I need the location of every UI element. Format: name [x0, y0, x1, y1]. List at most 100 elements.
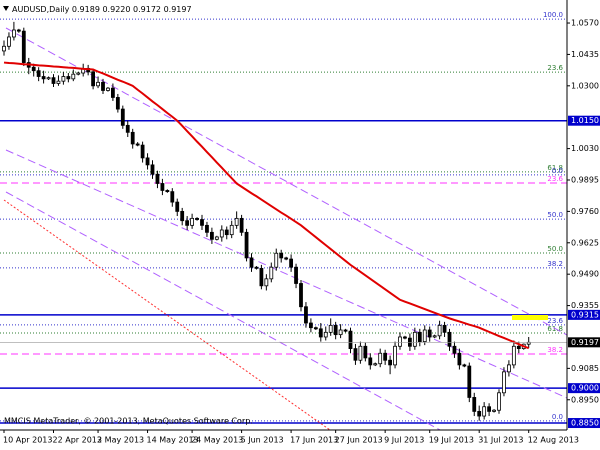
candle-body	[180, 210, 185, 222]
fib-label: 23.6	[547, 317, 563, 325]
candle-body	[274, 252, 279, 268]
candle-body	[96, 81, 100, 87]
candle-body	[244, 231, 249, 259]
candle-body	[487, 406, 492, 412]
candle-body	[36, 70, 41, 77]
candle-body	[115, 97, 120, 110]
candles	[2, 21, 531, 421]
candle-body	[7, 36, 11, 47]
channel-line	[5, 149, 567, 399]
candle-body	[130, 131, 135, 145]
candle-body	[185, 220, 190, 226]
candle-body	[200, 219, 204, 226]
candle-body	[76, 72, 81, 75]
candle-body	[373, 363, 378, 366]
candle-body	[482, 406, 487, 417]
candle-body	[264, 278, 269, 287]
candle-body	[417, 331, 422, 343]
level-label: 0.9315	[571, 310, 599, 319]
level-label: 0.9000	[571, 384, 599, 393]
x-tick-label: 27 Jun 2013	[335, 436, 383, 445]
candle-body	[269, 266, 274, 280]
candle-body	[145, 157, 150, 166]
level-box	[568, 418, 600, 429]
fib-label: 38.2	[547, 260, 563, 268]
candle-body	[249, 257, 254, 268]
x-tick-label: 9 Jul 2013	[384, 436, 424, 445]
candle-body	[313, 327, 318, 330]
candle-body	[432, 335, 437, 338]
x-tick-label: 19 Jul 2013	[429, 436, 474, 445]
candle-body	[170, 191, 175, 203]
y-tick-label: 0.9895	[571, 176, 599, 185]
y-tick-label: 1.0300	[571, 81, 599, 90]
trendlines	[3, 27, 567, 430]
y-tick-label: 0.9760	[571, 207, 599, 216]
candle-body	[160, 183, 165, 191]
current-price-box	[568, 337, 600, 348]
candle-body	[427, 329, 432, 338]
candle-body	[239, 217, 244, 233]
x-tick-label: 5 Jun 2013	[241, 436, 284, 445]
candle-body	[502, 371, 506, 394]
overlay	[0, 61, 567, 350]
y-tick-label: 1.0030	[571, 144, 599, 153]
level-box	[568, 115, 600, 126]
candle-body	[348, 330, 353, 350]
candle-body	[209, 231, 214, 240]
x-tick-label: 2 May 2013	[97, 436, 144, 445]
candle-body	[353, 348, 358, 361]
fib-label: 0.0	[552, 167, 563, 175]
highlight-box	[512, 315, 548, 320]
candle-body	[452, 345, 457, 354]
current-price-label: 0.9197	[571, 338, 599, 347]
candle-body	[61, 76, 66, 82]
open: 0.9189	[72, 5, 100, 14]
candle-body	[155, 173, 160, 184]
y-tick-label: 1.0570	[571, 19, 599, 28]
moving-average	[3, 61, 530, 350]
candle-body	[378, 352, 383, 365]
candle-body	[368, 357, 373, 366]
candle-body	[31, 66, 36, 72]
y-tick-label: 0.9085	[571, 364, 599, 373]
levels: 100.023.661.80.023.650.050.038.223.661.8…	[0, 11, 567, 424]
x-tick-label: 12 Aug 2013	[528, 436, 579, 445]
candle-body	[46, 77, 51, 80]
candle-body	[472, 397, 477, 412]
y-tick-label: 0.9355	[571, 301, 599, 310]
candle-body	[477, 410, 482, 417]
candle-body	[338, 329, 343, 336]
close: 0.9197	[164, 5, 192, 14]
candle-body	[224, 229, 229, 236]
candle-body	[393, 345, 397, 366]
x-tick-label: 24 May 2013	[191, 436, 243, 445]
fib-label: 50.0	[547, 211, 563, 219]
candle-body	[150, 164, 155, 175]
level-label: 1.0150	[571, 116, 599, 125]
candle-body	[304, 306, 308, 324]
x-tick-label: 22 Apr 2013	[53, 436, 102, 445]
candle-body	[318, 328, 323, 338]
candle-body	[284, 257, 289, 260]
candle-body	[41, 76, 46, 80]
trend-line	[3, 199, 331, 430]
fib-label: 23.6	[547, 175, 563, 183]
candle-body	[358, 345, 363, 361]
candle-body	[21, 30, 26, 63]
candle-body	[254, 266, 259, 269]
y-tick-label: 0.8950	[571, 395, 599, 404]
candle-body	[175, 201, 180, 212]
candle-body	[462, 364, 467, 367]
candle-body	[442, 324, 447, 333]
candle-body	[333, 324, 338, 336]
candle-body	[343, 329, 348, 332]
candle-body	[437, 324, 442, 337]
candle-body	[140, 144, 145, 159]
fib-label: 100.0	[543, 11, 563, 19]
candle-body	[412, 331, 417, 347]
candle-body	[2, 45, 6, 52]
x-tick-label: 10 Apr 2013	[3, 436, 52, 445]
candle-body	[56, 80, 61, 84]
